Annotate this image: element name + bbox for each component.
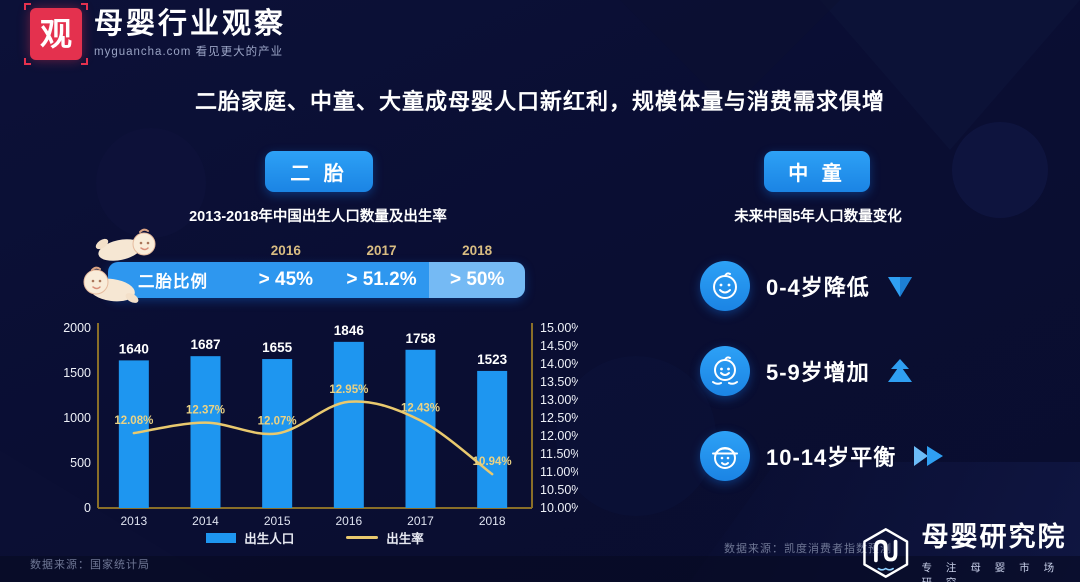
ratio-year-row: 2016 2017 2018 <box>108 243 525 258</box>
brand-header: 观 母婴行业观察 myguancha.com 看见更大的产业 <box>24 3 287 65</box>
trend-label-0-4: 0-4岁降低 <box>766 275 870 300</box>
background-shape <box>952 122 1048 218</box>
brand-logo-icon: 观 <box>24 3 88 65</box>
background-shape <box>556 356 716 516</box>
trend-row-0-4: 0-4岁降低 <box>700 261 914 311</box>
trend-label-5-9: 5-9岁增加 <box>766 360 870 385</box>
second-child-ratio-bar: 二胎比例 > 45% > 51.2% > 50% <box>108 262 525 298</box>
left-axis-tick: 2000 <box>63 321 91 335</box>
background-shape <box>820 0 1080 150</box>
chart-legend: 出生人口 出生率 <box>98 528 532 547</box>
right-axis-tick: 10.50% <box>540 483 578 497</box>
legend-label: 出生人口 <box>244 532 295 546</box>
right-panel-title: 未来中国5年人口数量变化 <box>734 209 902 225</box>
right-axis-tick: 13.00% <box>540 393 578 407</box>
bar-2016 <box>333 341 364 508</box>
x-axis-label-2015: 2015 <box>264 514 291 528</box>
baby-face-icon <box>700 261 750 311</box>
left-axis-tick: 500 <box>70 456 91 470</box>
ratio-value-2017: > 51.2% <box>346 269 417 290</box>
baby-illustration-2 <box>83 266 139 303</box>
line-value-2014: 12.37% <box>186 405 225 417</box>
birth-chart-svg: 0 500 1000 1500 2000 10.00% 10.50% 11.00% 11.50%… <box>63 321 582 528</box>
right-axis-tick: 11.50% <box>540 447 578 461</box>
trend-up-icon <box>886 358 914 384</box>
x-axis-label-2016: 2016 <box>335 514 362 528</box>
logo-glyph: 观 <box>39 16 72 52</box>
line-value-2017: 12.43% <box>401 403 440 415</box>
left-axis-tick: 0 <box>84 501 91 515</box>
institute-logo: 母婴研究院 专 注 母 婴 市 场 研 究 <box>862 515 1080 582</box>
left-axis-tick: 1500 <box>63 366 91 380</box>
tab-mid-child[interactable]: 中 童 <box>764 151 870 192</box>
x-axis-label-2017: 2017 <box>407 514 434 528</box>
right-axis-tick: 12.00% <box>540 429 578 443</box>
bar-value-2018: 1523 <box>477 352 508 367</box>
bar-value-2017: 1758 <box>405 331 436 346</box>
legend-label: 出生率 <box>386 532 424 546</box>
x-axis-label-2018: 2018 <box>479 514 506 528</box>
tab-second-child-label: 二 胎 <box>290 163 348 185</box>
bar-value-2015: 1655 <box>262 340 293 355</box>
legend-item-birthrate: 出生率 <box>346 528 424 547</box>
right-axis-tick: 14.50% <box>540 339 578 353</box>
right-axis-tick: 12.50% <box>540 411 578 425</box>
ratio-year: 2017 <box>366 243 397 258</box>
kid-cap-icon <box>700 431 750 481</box>
bar-value-2014: 1687 <box>190 337 220 352</box>
trend-label-10-14: 10-14岁平衡 <box>766 445 897 470</box>
x-axis-label-2014: 2014 <box>192 514 219 528</box>
institute-hexagon-icon <box>863 527 909 578</box>
data-source-right: 数据来源：凯度消费者指数预测 <box>724 543 892 555</box>
institute-tagline: 专 注 母 婴 市 场 研 究 <box>921 562 1060 582</box>
bar-swatch-icon <box>206 532 237 543</box>
x-axis-label-2013: 2013 <box>120 514 147 528</box>
left-chart-title: 2013-2018年中国出生人口数量及出生率 <box>189 209 447 225</box>
logo-corner-mark <box>81 58 88 65</box>
trend-down-icon <box>886 273 914 299</box>
logo-corner-mark <box>24 58 31 65</box>
trend-row-5-9: 5-9岁增加 <box>700 346 914 396</box>
bar-2014 <box>190 356 221 508</box>
brand-subtitle: myguancha.com 看见更大的产业 <box>94 46 284 59</box>
line-value-2013: 12.08% <box>114 415 153 427</box>
left-axis-tick: 1000 <box>63 411 91 425</box>
line-value-2016: 12.95% <box>329 384 368 396</box>
right-axis-tick: 14.00% <box>540 357 578 371</box>
line-value-2018: 10.94% <box>473 456 512 468</box>
brand-name: 母婴行业观察 <box>94 7 287 40</box>
trend-row-10-14: 10-14岁平衡 <box>700 431 948 481</box>
baby-illustration-1 <box>95 228 156 261</box>
bar-value-2016: 1846 <box>334 323 365 338</box>
right-axis-tick: 10.00% <box>540 501 578 515</box>
page-title: 二胎家庭、中童、大童成母婴人口新红利，规模体量与消费需求俱增 <box>194 89 885 114</box>
ratio-year: 2018 <box>462 243 493 258</box>
right-axis-tick: 11.00% <box>540 465 578 479</box>
tab-second-child[interactable]: 二 胎 <box>265 151 373 192</box>
institute-name: 母婴研究院 <box>921 522 1067 552</box>
legend-item-births: 出生人口 <box>206 528 294 547</box>
data-source-left: 数据来源：国家统计局 <box>30 559 150 571</box>
right-axis-tick: 15.00% <box>540 321 578 335</box>
line-swatch-icon <box>346 536 379 539</box>
trend-steady-icon <box>912 444 948 468</box>
ratio-year: 2016 <box>270 243 301 258</box>
logo-corner-mark <box>81 3 88 10</box>
right-axis-tick: 13.50% <box>540 375 578 389</box>
tab-mid-child-label: 中 童 <box>788 163 846 185</box>
bar-2018 <box>477 370 508 508</box>
ratio-value-2016: > 45% <box>258 269 314 290</box>
ratio-value-2018: > 50% <box>429 262 525 298</box>
bar-2017 <box>405 349 436 508</box>
ratio-row-label: 二胎比例 <box>138 273 208 291</box>
birthrate-line <box>132 400 494 476</box>
logo-corner-mark <box>24 3 31 10</box>
bar-value-2013: 1640 <box>119 341 149 356</box>
line-value-2015: 12.07% <box>258 415 297 427</box>
birth-chart: 0 500 1000 1500 2000 10.00% 10.50% 11.00% 11.50%… <box>58 316 582 534</box>
toddler-face-icon <box>700 346 750 396</box>
baby-illustrations <box>83 228 156 303</box>
